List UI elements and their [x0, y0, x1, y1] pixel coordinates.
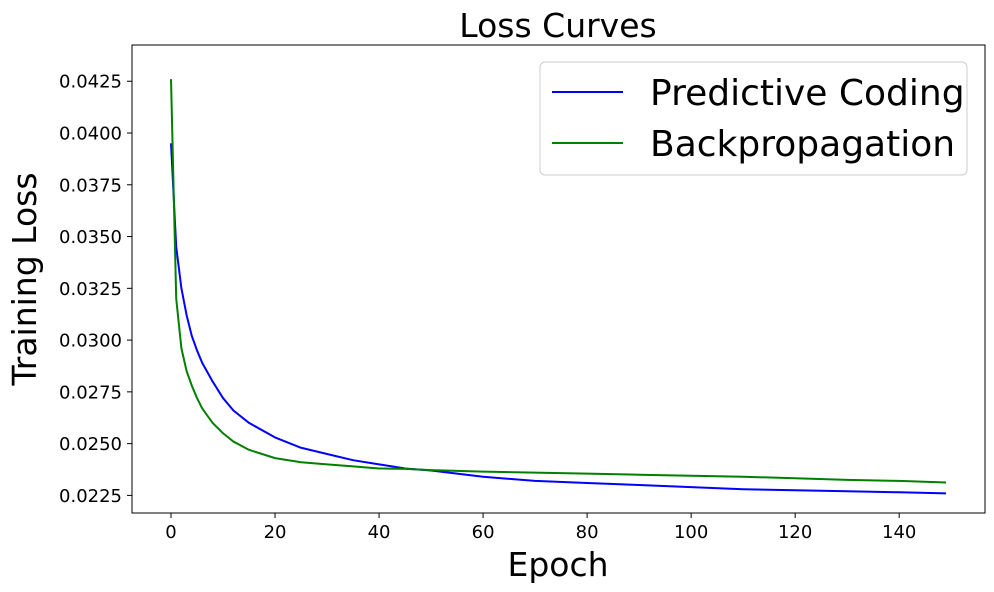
y-tick-label: 0.0300 [59, 331, 122, 352]
x-axis: 0 20 40 60 80 100 120 140 [165, 513, 916, 543]
x-tick-label: 60 [472, 522, 495, 543]
y-tick-label: 0.0425 [59, 72, 122, 93]
series-line-1 [170, 143, 947, 495]
x-tick-label: 80 [576, 522, 599, 543]
x-axis-title: Epoch [507, 545, 608, 584]
y-axis-title: Training Loss [5, 172, 44, 386]
legend-box [539, 61, 968, 176]
x-tick-label: 40 [368, 522, 391, 543]
y-tick-label: 0.0350 [59, 227, 122, 248]
y-tick-label: 0.0225 [59, 486, 122, 507]
y-tick-label: 0.0400 [59, 124, 122, 145]
y-tick-label: 0.0275 [59, 382, 122, 403]
x-tick-label: 100 [674, 522, 708, 543]
y-tick-label: 0.0250 [59, 434, 122, 455]
chart-title: Loss Curves [459, 6, 656, 45]
legend-label-1: Predictive Coding [650, 73, 965, 114]
plot-lines [170, 79, 947, 495]
y-tick-label: 0.0375 [59, 175, 122, 196]
plot-frame [131, 44, 986, 514]
legend-label-2: Backpropagation [650, 124, 955, 165]
x-tick-label: 20 [264, 522, 287, 543]
legend: Predictive Coding Backpropagation [539, 61, 968, 176]
series-line-2 [170, 79, 947, 484]
x-tick-label: 0 [165, 522, 176, 543]
x-tick-label: 120 [778, 522, 812, 543]
y-tick-label: 0.0325 [59, 279, 122, 300]
y-axis: 0.0225 0.0250 0.0275 0.0300 0.0325 0.0350 0.03… [59, 72, 132, 507]
x-tick-label: 140 [882, 522, 916, 543]
